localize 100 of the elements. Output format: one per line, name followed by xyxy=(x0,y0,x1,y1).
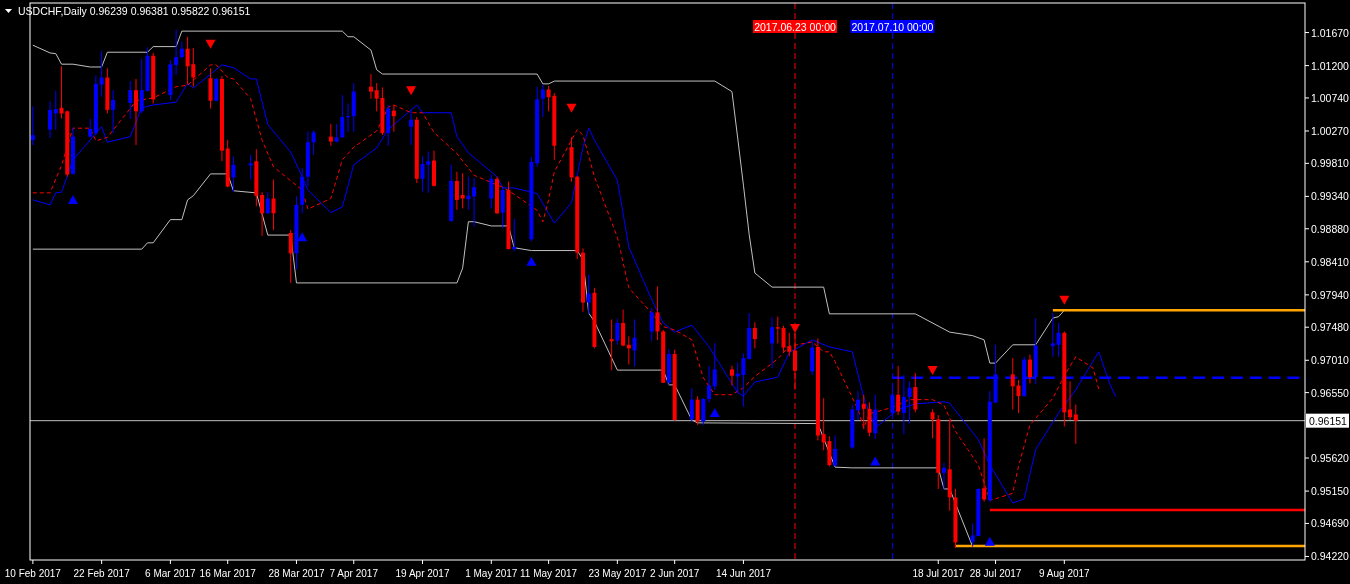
candlestick xyxy=(368,73,373,100)
x-tick-label: 18 Jul 2017 xyxy=(912,568,965,579)
y-tick-label: 0.98880 xyxy=(1311,222,1350,235)
candlestick xyxy=(896,365,901,416)
candlestick xyxy=(174,29,179,76)
ref-line-label: 2017.06.23 00:00 xyxy=(754,20,837,33)
candlestick xyxy=(346,103,351,133)
candlestick xyxy=(861,394,866,430)
point xyxy=(566,103,577,113)
candlestick xyxy=(260,191,265,237)
x-tick-label: 6 Mar 2017 xyxy=(145,568,197,579)
candlestick xyxy=(775,316,780,344)
ref-line-label: 2017.07.10 00:00 xyxy=(851,20,934,33)
candlestick xyxy=(134,78,139,146)
y-tick-label: 0.94690 xyxy=(1311,517,1350,530)
candlestick xyxy=(856,390,861,421)
y-tick-label: 0.97940 xyxy=(1311,288,1350,301)
candlestick xyxy=(248,154,253,181)
line-series xyxy=(32,30,1065,364)
y-tick-label: 0.99340 xyxy=(1311,190,1350,203)
candlestick xyxy=(649,307,654,342)
candlestick xyxy=(311,129,316,156)
x-tick-label: 1 May 2017 xyxy=(465,568,518,579)
candlestick xyxy=(454,171,459,211)
candlestick xyxy=(913,372,918,413)
x-tick-label: 16 Mar 2017 xyxy=(199,568,257,579)
candlestick xyxy=(621,309,626,347)
candlestick xyxy=(265,191,270,215)
y-tick-label: 0.97010 xyxy=(1311,354,1350,367)
candlestick xyxy=(340,94,345,139)
x-tick-label: 28 Mar 2017 xyxy=(268,568,325,579)
point xyxy=(927,366,938,376)
candlestick xyxy=(208,67,213,109)
candlestick xyxy=(1056,322,1061,358)
point xyxy=(984,536,995,546)
candlestick xyxy=(53,90,58,131)
candlestick xyxy=(729,365,734,387)
y-tick-label: 1.00740 xyxy=(1311,91,1350,104)
candlestick xyxy=(179,41,184,60)
candlestick xyxy=(1027,354,1032,384)
candlestick xyxy=(907,380,912,425)
y-tick-label: 1.01200 xyxy=(1311,59,1350,72)
candlestick xyxy=(88,118,93,138)
candlestick xyxy=(500,186,505,229)
candlestick xyxy=(231,155,236,193)
y-tick-label: 0.96550 xyxy=(1311,386,1350,399)
candlestick xyxy=(586,273,591,315)
x-tick-label: 10 Feb 2017 xyxy=(4,568,62,579)
candlestick xyxy=(111,89,116,134)
point xyxy=(67,194,78,204)
candlestick xyxy=(752,321,757,349)
candlestick xyxy=(615,318,620,346)
ref-line-label: 0.96151 xyxy=(1309,414,1348,427)
point xyxy=(297,232,308,242)
candlestick xyxy=(873,394,878,440)
candlestick xyxy=(409,109,414,146)
candlestick xyxy=(707,365,712,403)
candlestick xyxy=(489,174,494,209)
candlestick xyxy=(1016,379,1021,414)
x-tick-label: 23 May 2017 xyxy=(588,568,647,579)
point xyxy=(709,408,720,418)
y-tick-label: 0.97480 xyxy=(1311,321,1350,334)
candlestick xyxy=(695,395,700,426)
x-tick-label: 7 Apr 2017 xyxy=(329,568,379,579)
candlestick xyxy=(833,435,838,467)
candlestick xyxy=(1050,312,1055,358)
candlestick xyxy=(99,50,104,98)
point xyxy=(790,323,800,333)
candlestick xyxy=(48,100,53,139)
candlestick xyxy=(867,401,872,437)
point xyxy=(870,456,881,466)
point xyxy=(526,256,537,266)
candlestick xyxy=(701,397,706,426)
candlestick xyxy=(609,318,614,371)
candlestick xyxy=(689,387,694,422)
candlestick xyxy=(1068,380,1073,421)
candlestick xyxy=(128,80,133,120)
x-tick-label: 2 Jun 2017 xyxy=(649,568,700,579)
x-tick-label: 19 Apr 2017 xyxy=(395,568,450,579)
candlestick xyxy=(1010,357,1015,410)
y-tick-label: 0.98410 xyxy=(1311,255,1350,268)
x-tick-label: 22 Feb 2017 xyxy=(73,568,131,579)
candlestick xyxy=(540,84,545,118)
candlestick xyxy=(460,172,465,209)
point xyxy=(205,39,216,49)
x-tick-label: 28 Jul 2017 xyxy=(969,568,1022,579)
candlestick xyxy=(30,105,35,146)
candlestick xyxy=(512,218,517,252)
candlestick xyxy=(712,342,717,391)
candlestick xyxy=(632,318,637,368)
candlestick xyxy=(810,340,815,376)
candlestick xyxy=(288,229,293,284)
candlestick xyxy=(1073,404,1078,445)
y-tick-label: 0.95150 xyxy=(1311,485,1350,498)
candlestick xyxy=(941,462,946,491)
candlestick xyxy=(472,177,477,228)
x-tick-label: 11 May 2017 xyxy=(520,568,578,579)
candlestick xyxy=(770,316,775,369)
candlestick xyxy=(655,285,660,341)
candlestick xyxy=(271,179,276,231)
